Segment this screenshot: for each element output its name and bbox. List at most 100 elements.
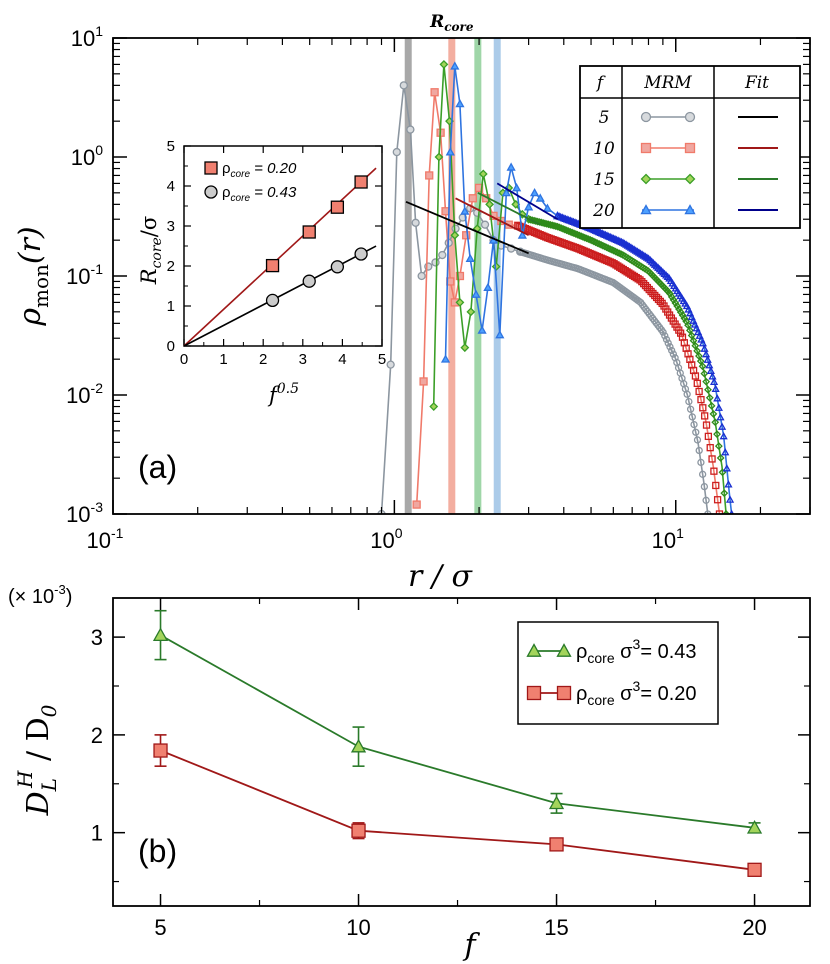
data-point xyxy=(632,273,640,282)
data-point xyxy=(566,227,575,236)
inset-legend-marker xyxy=(204,185,218,199)
data-point xyxy=(425,171,434,180)
data-point xyxy=(704,510,712,514)
data-point xyxy=(711,384,720,392)
data-point xyxy=(562,226,571,235)
panel-b-label: (b) xyxy=(138,833,177,869)
data-point xyxy=(643,283,652,292)
data-point xyxy=(392,147,401,157)
inset-legend-marker xyxy=(204,161,218,175)
data-point xyxy=(548,795,565,810)
data-point xyxy=(678,311,687,320)
data-point xyxy=(594,227,604,236)
data-point xyxy=(610,234,620,243)
data-point xyxy=(641,281,650,290)
x-tick-label: 10-1 xyxy=(87,525,124,553)
data-point xyxy=(699,404,707,412)
legend-f-value: 5 xyxy=(599,108,610,128)
data-point xyxy=(697,395,705,404)
fit-line-f15 xyxy=(477,192,541,226)
data-point xyxy=(666,343,674,351)
data-point xyxy=(716,454,725,462)
legend-marker xyxy=(684,173,696,185)
data-point xyxy=(573,230,582,239)
data-point xyxy=(618,238,628,246)
data-point xyxy=(590,225,599,234)
data-point xyxy=(654,295,663,304)
inset-data-point xyxy=(330,200,345,214)
data-point xyxy=(595,240,604,248)
data-point xyxy=(602,231,612,239)
data-point xyxy=(664,339,672,347)
data-point xyxy=(474,183,484,193)
data-point xyxy=(468,194,477,203)
data-point xyxy=(512,183,522,192)
data-point xyxy=(691,341,700,350)
inset-data-point xyxy=(354,247,368,261)
data-point xyxy=(579,232,587,241)
panel-a-data xyxy=(377,59,735,514)
y-tick-label: 1 xyxy=(91,821,103,846)
inset-ylabel: Rcore/σ xyxy=(137,216,165,285)
data-point xyxy=(675,305,683,314)
series-f5 xyxy=(377,81,712,514)
data-point xyxy=(557,224,566,233)
inset-x-tick-label: 3 xyxy=(299,351,307,368)
data-point xyxy=(445,147,455,156)
data-point xyxy=(626,243,636,251)
data-point xyxy=(439,59,449,69)
data-point xyxy=(602,243,611,252)
data-point xyxy=(419,377,428,386)
panel-b-xlabel: f xyxy=(462,928,480,963)
data-point xyxy=(695,446,703,455)
data-point xyxy=(688,413,696,421)
data-point xyxy=(707,401,716,410)
data-point xyxy=(584,235,593,244)
data-point xyxy=(698,362,707,371)
data-point xyxy=(460,206,470,215)
data-point xyxy=(676,308,685,317)
data-point xyxy=(713,496,722,504)
inset-data-point xyxy=(302,274,316,288)
legend-f-value: 15 xyxy=(593,170,615,190)
inset-fit-line xyxy=(183,167,377,347)
inset-legend-label: ρcore = 0.43 xyxy=(222,184,297,204)
data-point xyxy=(680,314,689,323)
data-point xyxy=(625,242,634,250)
data-point xyxy=(708,372,717,380)
data-point xyxy=(706,366,715,374)
data-point xyxy=(477,325,487,334)
data-point xyxy=(701,412,709,420)
panel-a-xlabel: r / σ xyxy=(408,559,474,594)
data-point xyxy=(560,225,569,234)
data-point xyxy=(480,220,490,229)
data-point xyxy=(350,738,367,753)
inset-y-tick-label: 2 xyxy=(167,258,175,275)
data-point xyxy=(617,237,626,246)
data-point xyxy=(582,234,591,243)
data-point xyxy=(604,232,613,240)
data-point xyxy=(671,299,680,307)
data-point xyxy=(705,361,714,369)
data-point xyxy=(698,339,707,347)
legend-b-box xyxy=(517,621,719,725)
data-point xyxy=(455,98,465,108)
data-point xyxy=(686,405,695,413)
data-point xyxy=(630,245,639,253)
data-point xyxy=(455,297,465,307)
data-point xyxy=(462,231,471,240)
data-point xyxy=(571,230,580,238)
data-point xyxy=(471,289,481,298)
legend-marker xyxy=(640,204,652,215)
y-tick-label: 100 xyxy=(71,142,103,170)
data-point xyxy=(598,229,607,237)
data-point xyxy=(692,428,700,436)
data-point xyxy=(589,237,598,246)
data-point xyxy=(693,436,702,444)
series-line xyxy=(160,749,755,871)
data-point xyxy=(669,350,678,358)
data-point xyxy=(614,236,623,244)
data-point xyxy=(564,227,573,235)
data-point xyxy=(600,242,609,251)
